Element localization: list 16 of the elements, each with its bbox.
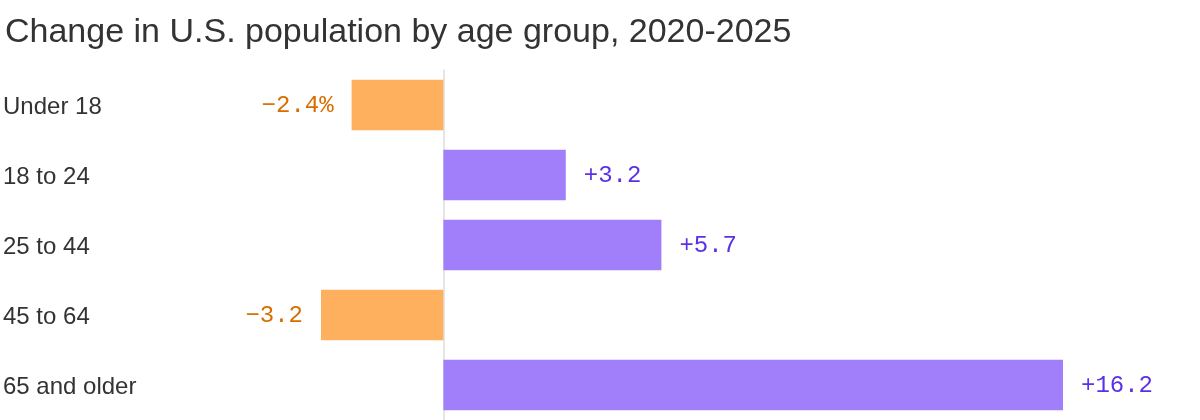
y-tick-label: 45 to 64 (3, 301, 90, 329)
y-tick-label: 18 to 24 (3, 161, 90, 189)
bar (443, 359, 1063, 411)
y-tick-label: Under 18 (3, 91, 102, 119)
bar (443, 149, 566, 201)
y-tick-label: 65 and older (3, 371, 137, 399)
data-label: +3.2 (583, 161, 642, 189)
data-label: +16.2 (1081, 371, 1154, 399)
bar (443, 219, 662, 271)
y-tick-label: 25 to 44 (3, 231, 90, 259)
data-label: −3.2 (245, 301, 303, 329)
bar (351, 79, 444, 131)
data-label: +5.7 (679, 231, 738, 259)
bar (321, 289, 444, 341)
chart-title: Change in U.S. population by age group, 2020-2025 (5, 11, 792, 49)
data-label: −2.4% (261, 91, 335, 119)
